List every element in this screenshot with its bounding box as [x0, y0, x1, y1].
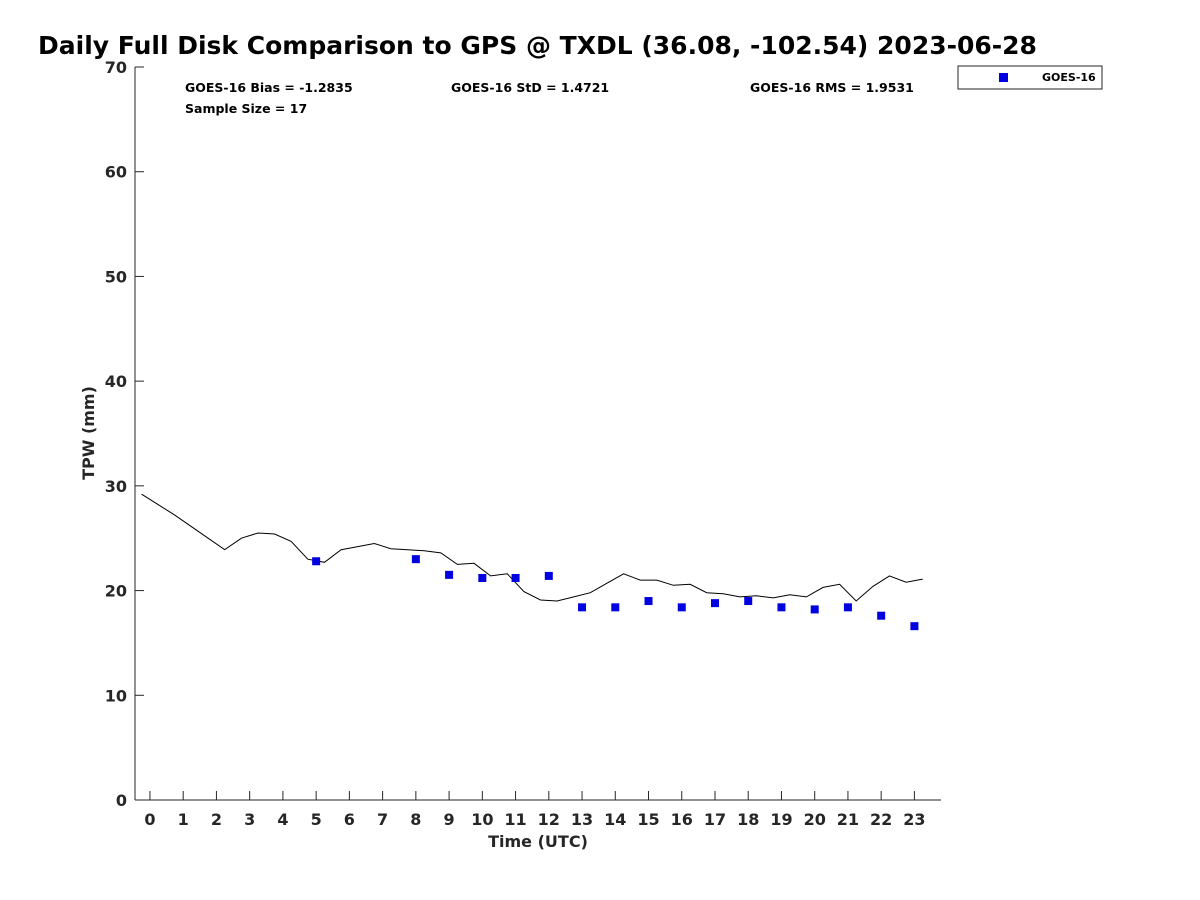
goes-16-point [544, 571, 553, 580]
x-tick-label: 14 [604, 810, 626, 829]
stat-sample-size: Sample Size = 17 [185, 101, 307, 116]
x-tick-label: 21 [837, 810, 859, 829]
y-ticks: 0 10 20 30 40 50 60 70 [105, 58, 144, 810]
x-ticks: 0 1 2 3 4 5 6 7 8 9 10 11 12 13 14 15 16 17 18 19 20 21 22 23 [144, 791, 926, 829]
x-tick-label: 7 [377, 810, 388, 829]
stat-rms: GOES-16 RMS = 1.9531 [750, 80, 914, 95]
x-tick-label: 12 [538, 810, 560, 829]
y-tick-label: 20 [105, 582, 127, 601]
x-tick-label: 9 [444, 810, 455, 829]
x-tick-label: 22 [870, 810, 892, 829]
goes-16-point [644, 597, 653, 606]
goes-16-point [511, 574, 520, 583]
goes-16-point [710, 599, 719, 608]
x-tick-label: 6 [344, 810, 355, 829]
legend-label-goes-16: GOES-16 [1042, 71, 1096, 84]
stat-std: GOES-16 StD = 1.4721 [451, 80, 609, 95]
y-tick-label: 70 [105, 58, 127, 77]
series-lines [141, 493, 923, 602]
x-tick-label: 23 [903, 810, 925, 829]
goes-16-point [677, 603, 686, 612]
y-tick-label: 30 [105, 477, 127, 496]
chart-title: Daily Full Disk Comparison to GPS @ TXDL… [38, 31, 1037, 60]
x-tick-label: 13 [571, 810, 593, 829]
legend: GOES-16 [957, 65, 1103, 90]
goes-16-point [312, 557, 321, 566]
goes-16-point [578, 603, 587, 612]
y-axis-label: TPW (mm) [79, 386, 98, 480]
goes-16-point [777, 603, 786, 612]
goes-16-point [843, 603, 852, 612]
goes-16-point [411, 555, 420, 564]
goes-16-point [744, 597, 753, 606]
goes-16-point [611, 603, 620, 612]
x-tick-label: 18 [737, 810, 759, 829]
x-tick-label: 4 [277, 810, 288, 829]
y-tick-label: 60 [105, 163, 127, 182]
y-tick-label: 40 [105, 372, 127, 391]
x-tick-label: 10 [471, 810, 493, 829]
y-tick-label: 0 [116, 791, 127, 810]
x-tick-label: 17 [704, 810, 726, 829]
series-points [312, 555, 919, 631]
x-tick-label: 1 [178, 810, 189, 829]
legend-marker-goes-16 [999, 73, 1008, 82]
x-tick-label: 5 [311, 810, 322, 829]
x-tick-label: 11 [504, 810, 526, 829]
x-tick-label: 20 [804, 810, 826, 829]
x-tick-label: 2 [211, 810, 222, 829]
stat-bias: GOES-16 Bias = -1.2835 [185, 80, 353, 95]
x-tick-label: 19 [770, 810, 792, 829]
legend-box [957, 65, 1103, 90]
x-axis-label: Time (UTC) [488, 832, 588, 851]
x-tick-label: 8 [410, 810, 421, 829]
gps-line [141, 493, 923, 602]
x-tick-label: 15 [637, 810, 659, 829]
x-tick-label: 0 [144, 810, 155, 829]
x-tick-label: 16 [671, 810, 693, 829]
y-tick-label: 50 [105, 267, 127, 286]
x-tick-label: 3 [244, 810, 255, 829]
goes-16-point [810, 605, 819, 614]
y-tick-label: 10 [105, 686, 127, 705]
goes-16-point [445, 570, 454, 579]
goes-16-point [877, 611, 886, 620]
goes-16-point [478, 574, 487, 583]
goes-16-point [910, 622, 919, 631]
